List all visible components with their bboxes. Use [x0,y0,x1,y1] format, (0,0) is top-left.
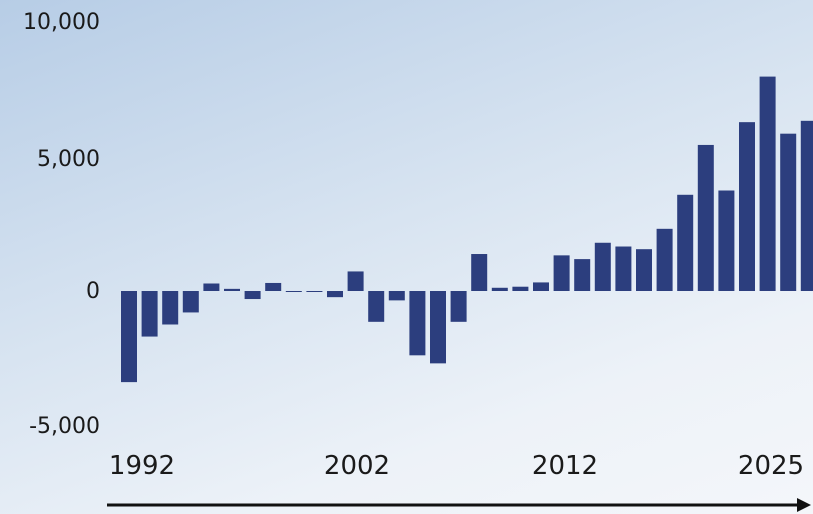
y-tick-label: -5,000 [29,414,100,439]
bar-1994 [162,291,179,325]
y-tick-label: 10,000 [23,10,100,35]
bar-2023 [759,76,776,291]
bar-2015 [594,242,611,291]
bar-1996 [203,283,220,291]
bar-1998 [244,291,261,300]
bar-1993 [141,291,158,337]
x-tick-label: 2012 [532,451,598,481]
x-tick-label: 2025 [738,451,804,481]
bar-series [121,76,813,383]
bar-2011 [512,286,529,291]
y-axis-ticks: 10,000 5,000 0 -5,000 [23,10,100,439]
bar-2021 [718,190,735,291]
bar-2006 [409,291,426,356]
y-tick-label: 5,000 [37,147,100,172]
bar-2003 [347,271,364,291]
time-arrow [107,498,811,512]
bar-2013 [553,255,570,291]
bar-2022 [739,122,755,291]
bar-2008 [450,291,467,322]
bar-2024 [780,133,797,291]
bar-2017 [636,249,652,291]
bar-2004 [368,291,385,322]
bar-2000 [285,291,302,292]
bar-2010 [491,287,508,291]
bar-2019 [677,194,694,291]
bar-2001 [306,291,323,292]
bar-2009 [471,254,488,291]
bar-2007 [430,291,446,364]
bar-2020 [697,144,714,291]
time-arrow-head [797,498,811,512]
bar-2014 [574,259,591,291]
bar-2005 [388,291,405,301]
bar-2025 [800,120,813,291]
bar-1992 [121,291,137,383]
bar-1997 [224,288,240,291]
y-tick-label: 0 [86,279,100,304]
bar-2016 [615,246,632,291]
bar-2002 [327,291,343,298]
x-tick-label: 1992 [109,451,175,481]
bar-1999 [265,282,282,291]
bar-1995 [182,291,199,313]
x-tick-label: 2002 [324,451,390,481]
bar-2018 [656,228,673,291]
bar-2012 [533,282,549,291]
x-axis-ticks: 1992 2002 2012 2025 [109,451,804,481]
